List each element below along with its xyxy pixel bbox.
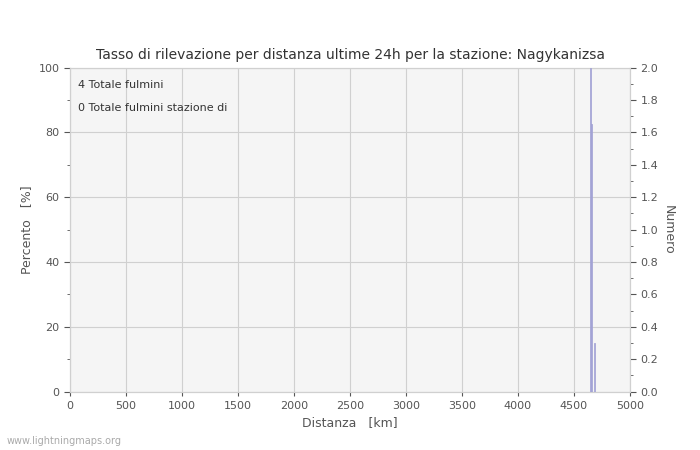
Text: 0 Totale fulmini stazione di: 0 Totale fulmini stazione di	[78, 103, 228, 113]
Title: Tasso di rilevazione per distanza ultime 24h per la stazione: Nagykanizsa: Tasso di rilevazione per distanza ultime…	[95, 48, 605, 62]
Text: www.lightningmaps.org: www.lightningmaps.org	[7, 436, 122, 446]
Bar	[590, 68, 592, 392]
X-axis label: Distanza   [km]: Distanza [km]	[302, 416, 398, 429]
Y-axis label: Percento   [%]: Percento [%]	[20, 185, 33, 274]
Text: 4 Totale fulmini: 4 Totale fulmini	[78, 81, 164, 90]
Y-axis label: Numero: Numero	[662, 205, 675, 254]
